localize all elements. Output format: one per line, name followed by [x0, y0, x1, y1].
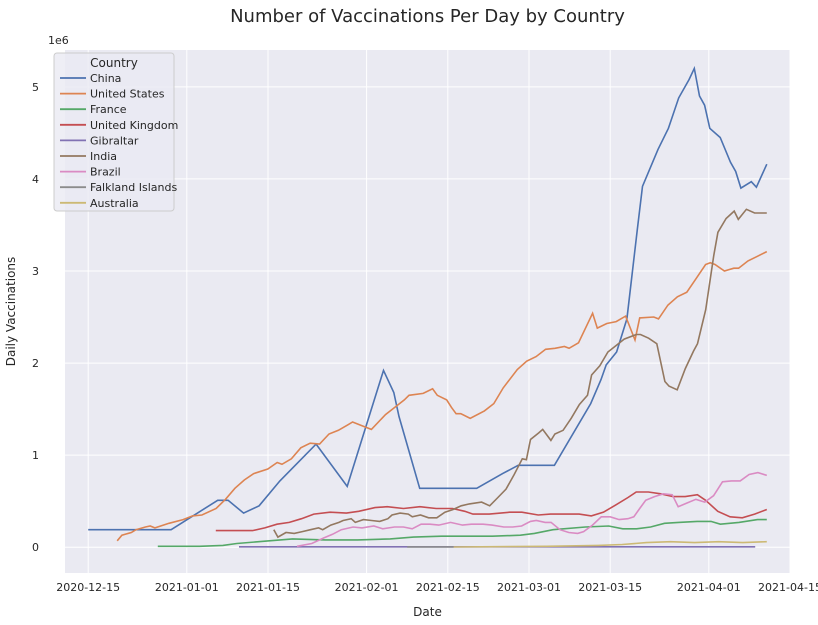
- legend-label: Brazil: [90, 166, 121, 179]
- series-layer: [88, 65, 768, 548]
- series-line-china: [88, 65, 768, 531]
- y-axis-ticks: 0 1 2 3 4 5: [32, 81, 39, 554]
- legend: Country China United States France United K…: [53, 52, 178, 212]
- x-axis-ticks: 2020-12-15 2021-01-01 2021-01-15 2021-02-01…: [56, 581, 818, 594]
- y-tick-label: 3: [32, 265, 39, 278]
- y-tick-label: 5: [32, 81, 39, 94]
- x-tick-label: 2021-02-01: [335, 581, 399, 594]
- plot-area: [65, 50, 790, 573]
- x-tick-label: 2021-03-01: [497, 581, 561, 594]
- legend-label: United States: [90, 88, 165, 101]
- series-line-brazil: [296, 471, 768, 548]
- legend-label: China: [90, 72, 121, 85]
- y-tick-label: 1: [32, 449, 39, 462]
- series-line-australia: [453, 540, 767, 548]
- x-tick-label: 2021-01-01: [155, 581, 219, 594]
- legend-label: United Kingdom: [90, 119, 178, 132]
- series-line-united-kingdom: [215, 491, 768, 532]
- x-tick-label: 2021-04-01: [677, 581, 741, 594]
- legend-label: Falkland Islands: [90, 181, 177, 194]
- chart-title: Number of Vaccinations Per Day by Countr…: [230, 6, 625, 27]
- x-tick-label: 2020-12-15: [56, 581, 120, 594]
- x-axis-label: Date: [413, 605, 442, 619]
- x-tick-label: 2021-02-15: [416, 581, 480, 594]
- y-tick-label: 0: [32, 541, 39, 554]
- y-axis-label: Daily Vaccinations: [4, 257, 18, 367]
- series-line-france: [157, 518, 767, 548]
- x-tick-label: 2021-03-15: [578, 581, 642, 594]
- series-line-united-states: [116, 250, 768, 542]
- legend-label: Australia: [90, 197, 139, 210]
- x-tick-label: 2021-04-15: [758, 581, 818, 594]
- y-tick-label: 2: [32, 357, 39, 370]
- legend-title: Country: [90, 56, 138, 70]
- legend-label: Gibraltar: [90, 134, 139, 147]
- y-tick-label: 4: [32, 173, 39, 186]
- series-line-india: [273, 208, 767, 539]
- x-tick-label: 2021-01-15: [236, 581, 300, 594]
- legend-label: India: [90, 150, 117, 163]
- legend-label: France: [90, 103, 127, 116]
- y-axis-offset-label: 1e6: [48, 34, 69, 47]
